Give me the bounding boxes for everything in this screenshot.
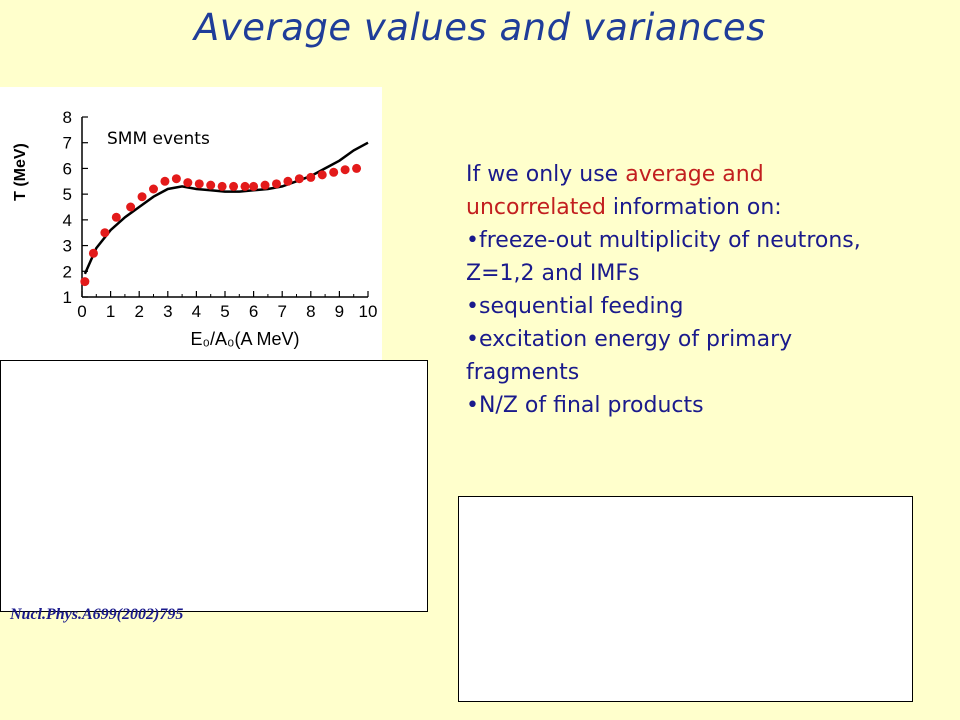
data-point	[260, 180, 270, 190]
data-point	[217, 181, 227, 191]
intro-paragraph: If we only use average and uncorrelated …	[466, 158, 906, 224]
data-point	[126, 202, 136, 212]
info-text: If we only use average and uncorrelated …	[466, 158, 906, 422]
x-tick-label: 1	[106, 302, 115, 321]
data-point	[329, 167, 339, 177]
y-axis-label: T (MeV)	[12, 143, 29, 201]
data-point	[206, 180, 216, 190]
bullet-item: •sequential feeding	[466, 294, 684, 319]
y-tick-label: 7	[63, 134, 72, 153]
data-point	[249, 181, 259, 191]
data-point	[283, 176, 293, 186]
data-point	[306, 172, 316, 182]
data-point	[171, 174, 181, 184]
y-tick-label: 2	[63, 262, 72, 281]
blank-figure-box-right	[458, 496, 913, 702]
data-point	[149, 184, 158, 194]
bullet-item: •N/Z of final products	[466, 393, 704, 418]
x-tick-label: 5	[220, 302, 229, 321]
x-tick-label: 8	[306, 302, 315, 321]
temperature-chart: 0 1 2 3 4 5 6 7 8 9 10 1 2 3 4 5 6 7 8 E₀/A₀(A MeV) T (MeV) S…	[0, 87, 382, 360]
data-point	[88, 248, 98, 258]
x-tick-label: 2	[134, 302, 143, 321]
x-tick-label: 4	[192, 302, 201, 321]
x-tick-label: 9	[335, 302, 344, 321]
bullet-item: •excitation energy of primary fragments	[466, 327, 793, 385]
data-point	[111, 212, 121, 222]
data-point	[137, 192, 147, 202]
data-point	[317, 170, 327, 180]
data-point	[80, 277, 90, 287]
data-point	[194, 179, 204, 189]
intro-part2: information on:	[605, 195, 782, 220]
x-tick-label: 7	[277, 302, 286, 321]
x-tick-label: 0	[77, 302, 86, 321]
y-tick-label: 5	[63, 185, 72, 204]
y-tick-label: 8	[63, 108, 72, 127]
y-tick-label: 1	[63, 288, 72, 307]
data-point	[240, 181, 250, 191]
y-tick-label: 4	[63, 211, 72, 230]
x-tick-label: 3	[163, 302, 172, 321]
y-tick-label: 6	[63, 159, 72, 178]
chart-annotation: SMM events	[107, 129, 210, 149]
data-point	[160, 176, 170, 186]
x-axis-label: E₀/A₀(A MeV)	[191, 329, 300, 349]
citation-reference: Nucl.Phys.A699(2002)795	[10, 606, 184, 623]
data-point	[352, 163, 362, 173]
data-point	[100, 228, 110, 238]
y-tick-label: 3	[63, 237, 72, 256]
x-tick-label: 6	[249, 302, 258, 321]
bullet-item: •freeze-out multiplicity of neutrons, Z=…	[466, 228, 861, 286]
intro-part1: If we only use	[466, 162, 626, 187]
data-point	[229, 181, 239, 191]
slide-title: Average values and variances	[194, 6, 766, 49]
data-point	[340, 165, 350, 175]
x-tick-label: 10	[359, 302, 378, 321]
data-point	[271, 179, 281, 189]
data-point	[183, 178, 193, 188]
blank-figure-box-left	[0, 360, 428, 612]
data-point	[294, 174, 304, 184]
intro-highlight: average and uncorrelated	[466, 162, 764, 220]
